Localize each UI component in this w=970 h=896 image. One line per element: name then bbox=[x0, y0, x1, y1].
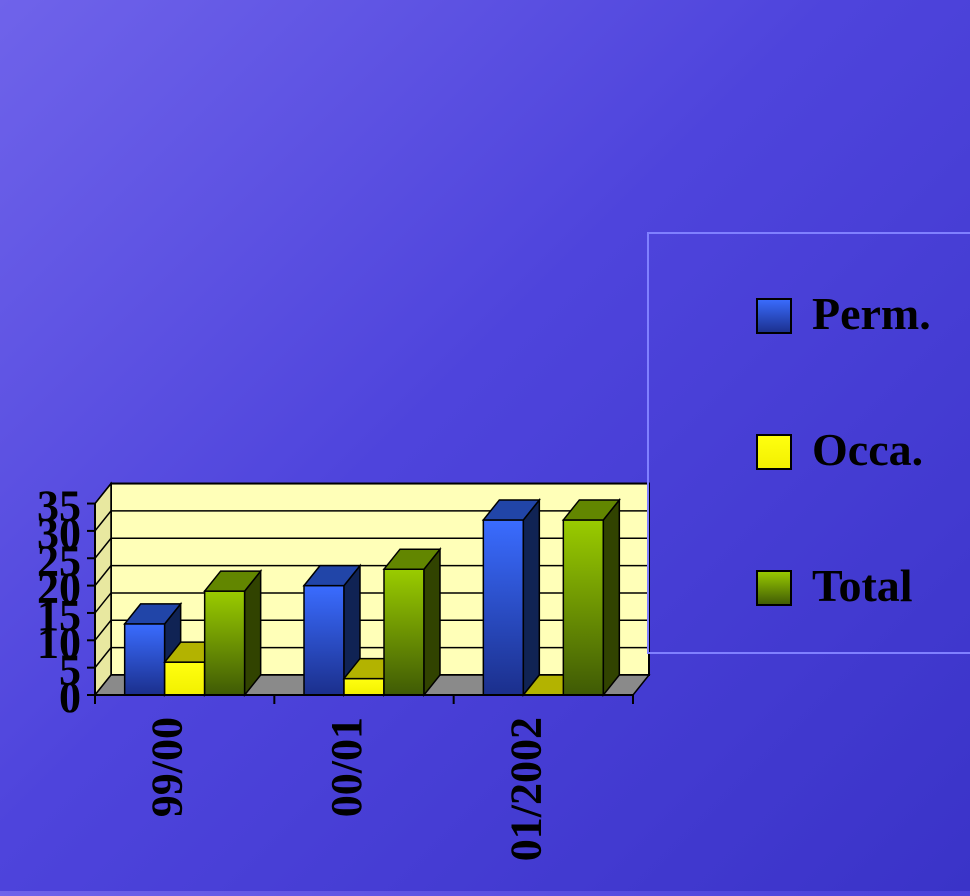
y-tick-label: 20 bbox=[37, 564, 81, 613]
legend-swatch bbox=[756, 434, 792, 470]
bar-perm-0 bbox=[123, 601, 183, 698]
gridline bbox=[94, 537, 649, 559]
bar-top bbox=[203, 570, 263, 592]
y-tick-label: 15 bbox=[37, 591, 81, 640]
bar-top bbox=[481, 499, 541, 521]
legend-swatch bbox=[756, 298, 792, 334]
bar-front bbox=[303, 584, 345, 696]
bar-side bbox=[522, 497, 541, 698]
bar-top bbox=[302, 564, 362, 587]
bar-front bbox=[482, 519, 525, 696]
bar-front bbox=[562, 519, 605, 696]
y-tick-label: 25 bbox=[37, 536, 81, 585]
y-tick-label: 30 bbox=[37, 509, 81, 558]
bar-top bbox=[561, 499, 621, 521]
legend-label: Occa. bbox=[812, 424, 923, 475]
x-tick-label: 00/01 bbox=[322, 717, 371, 817]
x-tick-label: 99/00 bbox=[143, 717, 192, 817]
y-tick-label: 35 bbox=[37, 482, 81, 531]
y-tick-label: 0 bbox=[59, 673, 81, 722]
bar-total-1 bbox=[382, 547, 442, 698]
bar-side bbox=[243, 568, 262, 698]
bar-front bbox=[123, 623, 166, 696]
y-tick-label: 10 bbox=[37, 618, 81, 667]
x-tick-label: 01/2002 bbox=[501, 717, 550, 861]
bar-total-2 bbox=[561, 497, 621, 698]
gridline bbox=[94, 510, 649, 532]
bar-side bbox=[602, 497, 621, 698]
legend-swatch bbox=[756, 570, 792, 606]
legend: Perm. Occa. Total bbox=[647, 232, 970, 654]
bar-front bbox=[203, 590, 246, 696]
plot-side-wall bbox=[94, 481, 112, 698]
legend-frame bbox=[647, 232, 970, 654]
bar-front bbox=[383, 568, 425, 696]
bar-front bbox=[343, 677, 385, 696]
bar-total-0 bbox=[203, 568, 263, 698]
gridline bbox=[94, 646, 649, 669]
gridline bbox=[94, 619, 649, 641]
bar-top bbox=[123, 603, 183, 625]
bar-perm-2 bbox=[481, 497, 541, 698]
bar-side bbox=[423, 547, 441, 698]
bar-top bbox=[382, 548, 442, 570]
legend-label: Perm. bbox=[812, 288, 931, 339]
gridline bbox=[94, 482, 649, 505]
y-tick-label: 5 bbox=[59, 646, 81, 695]
bar-front bbox=[163, 661, 206, 696]
gridline bbox=[94, 592, 649, 614]
legend-label: Total bbox=[812, 560, 913, 611]
gridline bbox=[94, 564, 649, 587]
